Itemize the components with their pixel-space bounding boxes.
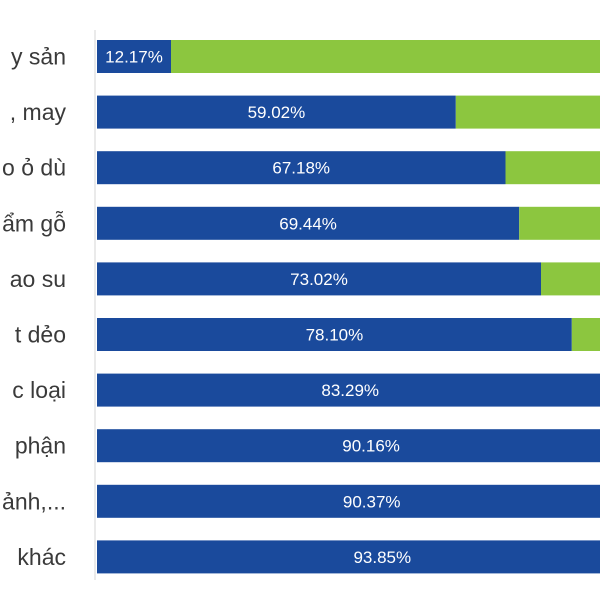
- bar-segment-2-row-5: [541, 262, 600, 296]
- category-label-row-6: t dẻo: [15, 322, 66, 348]
- value-label-row-4: 69.44%: [279, 214, 337, 233]
- category-label-row-10: khác: [17, 544, 66, 570]
- bar-segment-1-row-5: [97, 262, 541, 296]
- bar-segment-1-row-7: [97, 373, 600, 407]
- bar-segment-1-row-9: [97, 484, 600, 518]
- category-label-row-3: o ỏ dù: [2, 155, 66, 181]
- category-label-row-2: , may: [10, 99, 67, 125]
- bar-segment-2-row-4: [519, 206, 600, 240]
- value-label-row-3: 67.18%: [272, 159, 330, 178]
- value-label-row-5: 73.02%: [290, 270, 348, 289]
- bar-segment-2-row-2: [455, 95, 600, 129]
- bar-segment-1-row-6: [97, 318, 572, 351]
- category-label-row-1: y sản: [11, 44, 66, 70]
- bar-segment-1-row-1: [97, 40, 171, 73]
- category-label-row-8: phận: [15, 433, 66, 459]
- bars-group: [97, 40, 600, 574]
- bar-segment-1-row-8: [97, 429, 600, 463]
- value-label-row-6: 78.10%: [306, 326, 364, 345]
- bar-segment-2-row-1: [171, 40, 600, 73]
- value-label-row-2: 59.02%: [248, 103, 306, 122]
- bar-segment-1-row-2: [97, 95, 456, 129]
- category-label-row-4: ẩm gỗ: [2, 210, 66, 236]
- value-label-row-1: 12.17%: [105, 48, 163, 67]
- bar-segment-1-row-10: [97, 540, 600, 574]
- bar-segment-1-row-4: [97, 206, 520, 240]
- value-label-row-9: 90.37%: [343, 492, 401, 511]
- value-label-row-7: 83.29%: [321, 381, 379, 400]
- bar-segment-1-row-3: [97, 151, 506, 185]
- category-label-row-9: y ảnh,...: [0, 488, 66, 514]
- bar-segment-2-row-3: [505, 151, 600, 185]
- bar-segment-2-row-6: [571, 318, 600, 351]
- value-label-row-8: 90.16%: [342, 437, 400, 456]
- value-label-row-10: 93.85%: [353, 548, 411, 567]
- category-label-row-7: c loại: [12, 377, 66, 403]
- labels-group: 12.17% y sản 59.02% , may 67.18% o ỏ dù 69.44%…: [0, 44, 411, 570]
- category-label-row-5: ao su: [10, 266, 66, 292]
